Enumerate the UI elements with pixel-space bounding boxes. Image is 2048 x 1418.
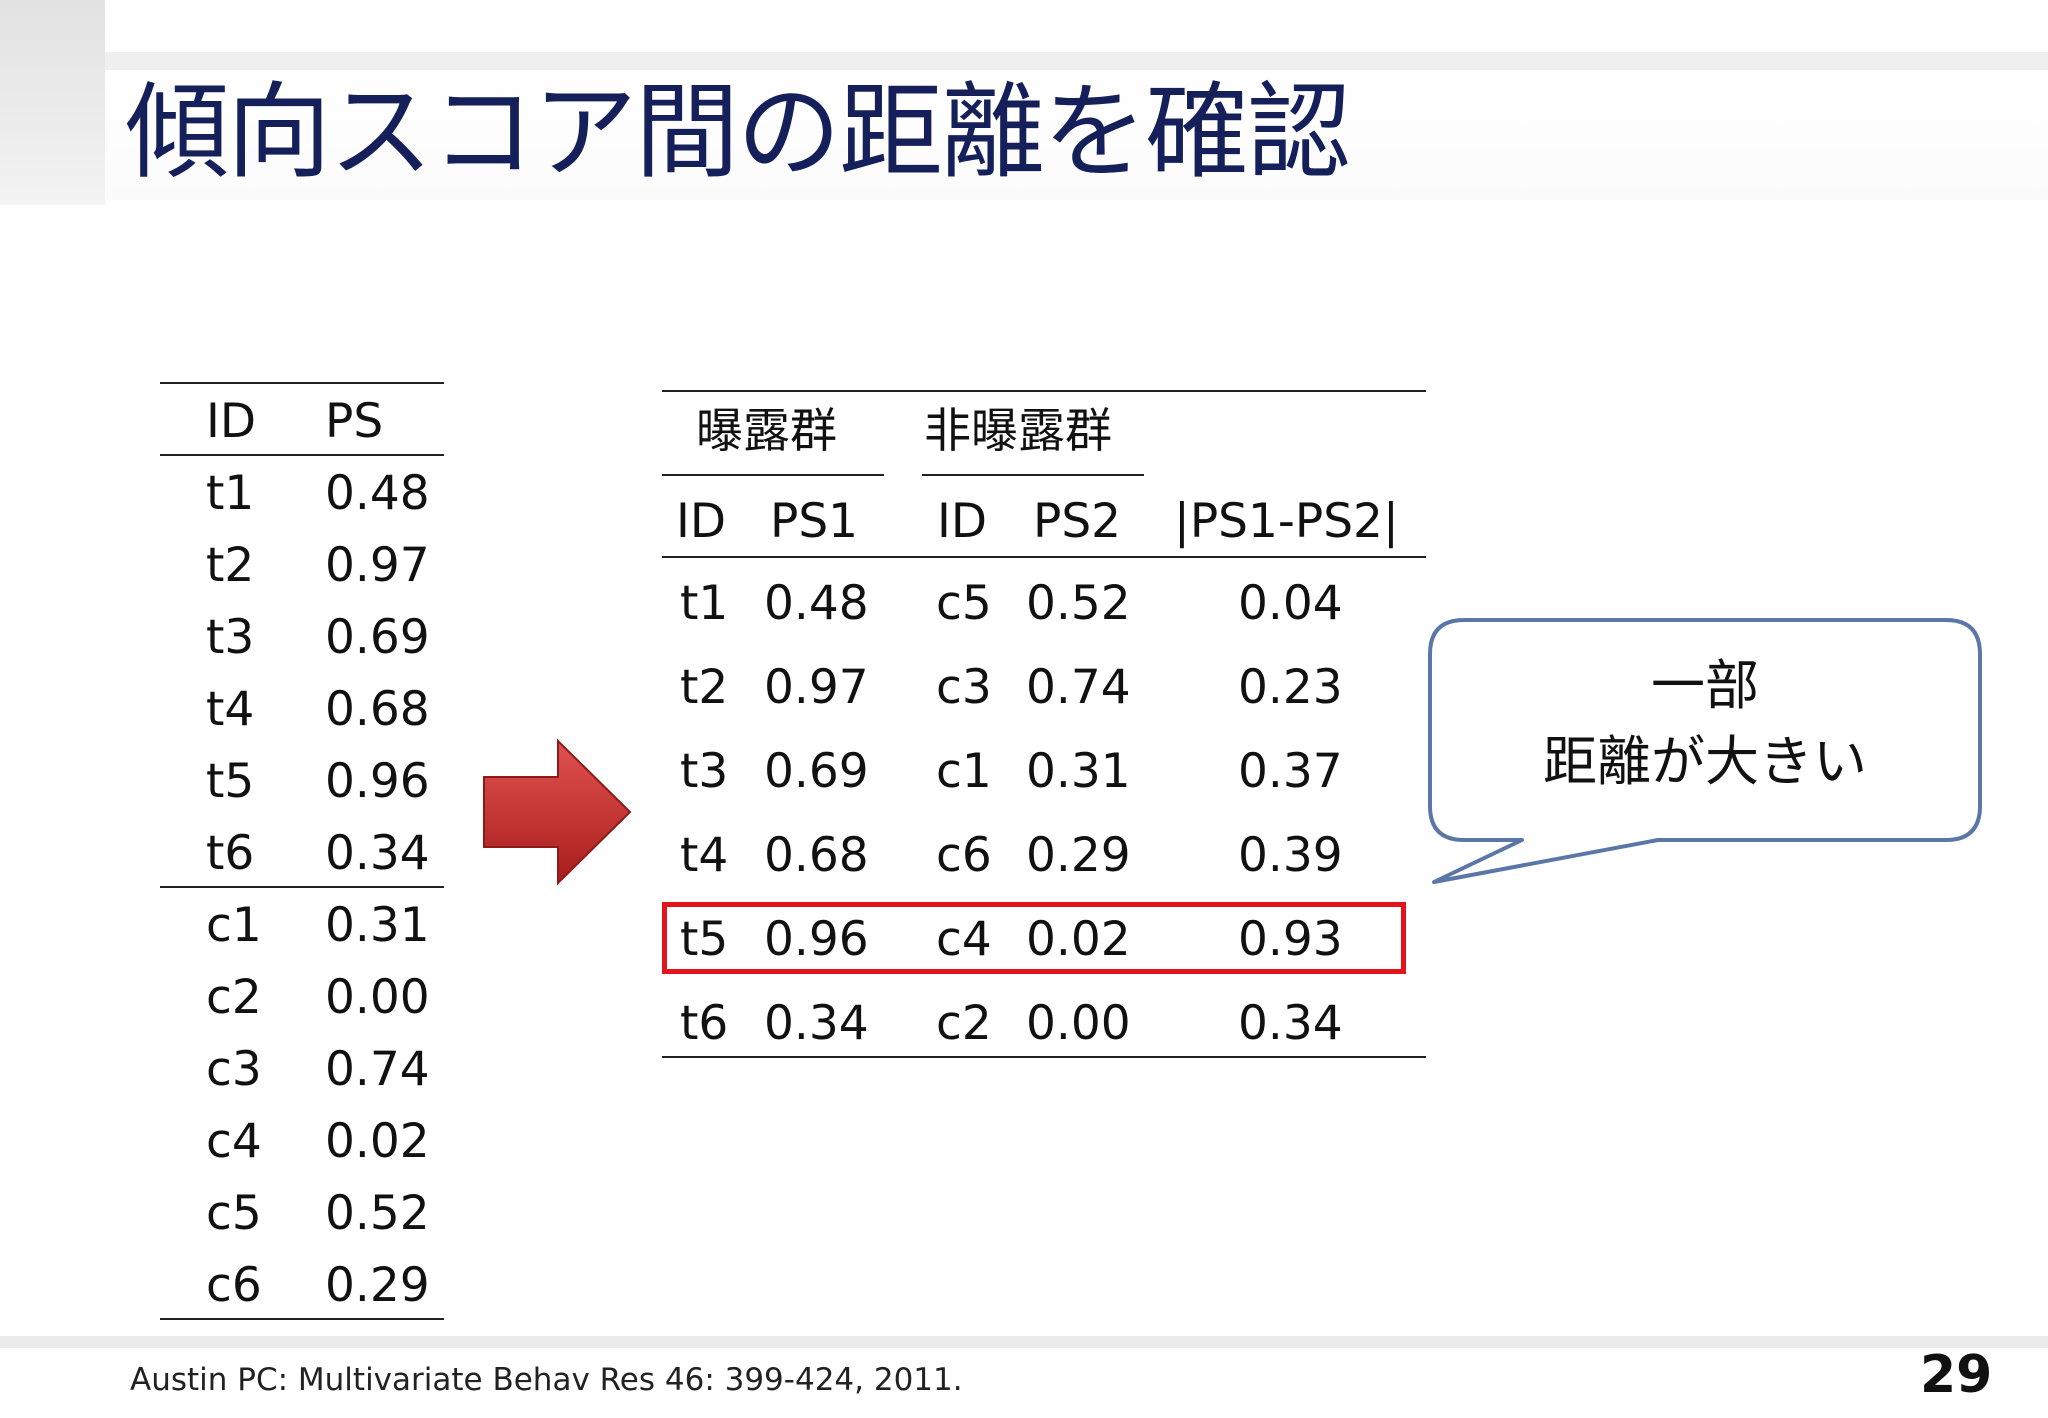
row-unexposed-id: c2 xyxy=(936,996,992,1051)
row-id: t2 xyxy=(206,538,255,593)
row-ps: 0.97 xyxy=(325,538,430,593)
row-ps: 0.31 xyxy=(325,898,430,953)
row-ps2: 0.02 xyxy=(1026,912,1131,967)
row-ps1: 0.97 xyxy=(764,660,869,715)
group-exposed-label: 曝露群 xyxy=(696,404,837,459)
row-ps: 0.48 xyxy=(325,466,430,521)
header-id-unexposed: ID xyxy=(937,494,988,549)
row-ps: 0.69 xyxy=(325,610,430,665)
header-ps2: PS2 xyxy=(1033,494,1122,549)
row-exposed-id: t3 xyxy=(680,744,729,799)
row-abs-diff: 0.37 xyxy=(1238,744,1343,799)
row-ps: 0.29 xyxy=(325,1258,430,1313)
table-top-rule xyxy=(662,390,1426,392)
group-exposed-rule xyxy=(662,474,884,476)
row-ps: 0.68 xyxy=(325,682,430,737)
row-ps1: 0.96 xyxy=(764,912,869,967)
row-exposed-id: t6 xyxy=(680,996,729,1051)
row-id: t4 xyxy=(206,682,255,737)
row-id: c5 xyxy=(206,1186,262,1241)
row-ps: 0.34 xyxy=(325,826,430,881)
group-divider-rule xyxy=(160,886,444,888)
row-ps: 0.00 xyxy=(325,970,430,1025)
slide-title: 傾向スコア間の距離を確認 xyxy=(125,71,1351,193)
row-exposed-id: t5 xyxy=(680,912,729,967)
row-ps1: 0.34 xyxy=(764,996,869,1051)
row-ps: 0.96 xyxy=(325,754,430,809)
row-ps: 0.52 xyxy=(325,1186,430,1241)
speech-bubble xyxy=(1428,618,1982,884)
row-id: c1 xyxy=(206,898,262,953)
row-ps2: 0.52 xyxy=(1026,576,1131,631)
row-id: c3 xyxy=(206,1042,262,1097)
title-band xyxy=(105,70,2048,200)
callout-text: 一部 距離が大きい xyxy=(1425,648,1985,800)
header-ps1: PS1 xyxy=(770,494,859,549)
row-unexposed-id: c3 xyxy=(936,660,992,715)
row-ps: 0.02 xyxy=(325,1114,430,1169)
row-abs-diff: 0.04 xyxy=(1238,576,1343,631)
row-unexposed-id: c5 xyxy=(936,576,992,631)
header-id: ID xyxy=(206,394,257,449)
row-unexposed-id: c1 xyxy=(936,744,992,799)
row-unexposed-id: c4 xyxy=(936,912,992,967)
row-id: t1 xyxy=(206,466,255,521)
row-exposed-id: t1 xyxy=(680,576,729,631)
header-rule xyxy=(160,454,444,456)
row-id: c4 xyxy=(206,1114,262,1169)
row-ps1: 0.68 xyxy=(764,828,869,883)
group-unexposed-label: 非曝露群 xyxy=(924,404,1112,459)
row-unexposed-id: c6 xyxy=(936,828,992,883)
header-rule xyxy=(662,556,1426,558)
callout-line-2: 距離が大きい xyxy=(1543,730,1867,793)
row-ps2: 0.29 xyxy=(1026,828,1131,883)
row-ps1: 0.69 xyxy=(764,744,869,799)
row-ps2: 0.00 xyxy=(1026,996,1131,1051)
row-ps2: 0.74 xyxy=(1026,660,1131,715)
row-exposed-id: t4 xyxy=(680,828,729,883)
row-id: t5 xyxy=(206,754,255,809)
row-id: t6 xyxy=(206,826,255,881)
row-abs-diff: 0.23 xyxy=(1238,660,1343,715)
row-ps1: 0.48 xyxy=(764,576,869,631)
top-band xyxy=(105,52,2048,70)
row-abs-diff: 0.34 xyxy=(1238,996,1343,1051)
row-id: t3 xyxy=(206,610,255,665)
row-exposed-id: t2 xyxy=(680,660,729,715)
table-bottom-rule xyxy=(160,1318,444,1320)
row-abs-diff: 0.93 xyxy=(1238,912,1343,967)
highlight-box xyxy=(662,902,1406,974)
callout-line-1: 一部 xyxy=(1651,654,1759,717)
header-id-exposed: ID xyxy=(676,494,727,549)
matched-pairs-table: 曝露群 非曝露群 ID PS1 ID PS2 |PS1-PS2| t1 0.48 c… xyxy=(662,390,1426,1070)
table-bottom-rule xyxy=(662,1056,1426,1058)
table-top-rule xyxy=(160,382,444,384)
corner-decoration xyxy=(0,0,105,205)
row-id: c6 xyxy=(206,1258,262,1313)
right-arrow-icon xyxy=(483,738,632,886)
row-ps2: 0.31 xyxy=(1026,744,1131,799)
page-number: 29 xyxy=(1920,1345,1993,1405)
row-id: c2 xyxy=(206,970,262,1025)
group-unexposed-rule xyxy=(922,474,1144,476)
header-ps: PS xyxy=(325,394,384,449)
row-abs-diff: 0.39 xyxy=(1238,828,1343,883)
footer-band xyxy=(0,1336,2048,1348)
row-ps: 0.74 xyxy=(325,1042,430,1097)
header-abs-diff: |PS1-PS2| xyxy=(1174,494,1399,549)
citation: Austin PC: Multivariate Behav Res 46: 39… xyxy=(130,1362,963,1398)
